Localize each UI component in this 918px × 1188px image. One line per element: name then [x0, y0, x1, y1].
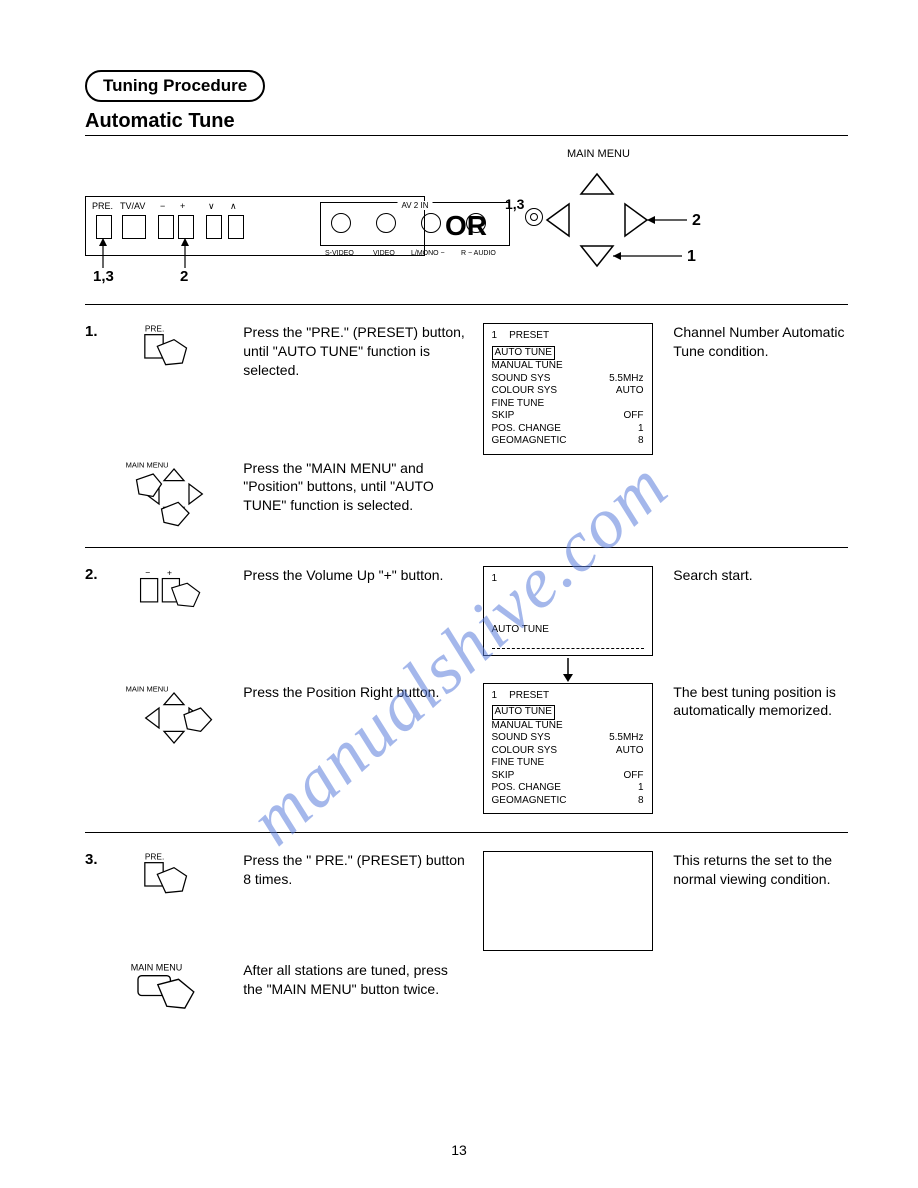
label-minus: −: [160, 201, 165, 211]
label-down: ∨: [208, 201, 215, 212]
press-volup-icon: − +: [139, 566, 209, 616]
svg-text:MAIN MENU: MAIN MENU: [131, 962, 183, 972]
rca-raudio: [466, 213, 486, 233]
callout-13: 1,3: [93, 268, 114, 285]
step-2-note-a: Search start.: [673, 566, 848, 585]
up-button: [228, 215, 244, 239]
step-2: 2. − + Press the Volume Up "+" button. 1…: [85, 566, 848, 691]
av-panel: AV 2 IN S-VIDEO VIDEO L/MONO − R − AUDIO: [320, 202, 510, 246]
step-1-note: Channel Number Automatic Tune condition.: [673, 323, 848, 361]
rca-lmono: [421, 213, 441, 233]
down-button: [206, 215, 222, 239]
av-sub-2: L/MONO −: [411, 250, 445, 257]
label-up: ∧: [230, 201, 237, 212]
av-sub-1: VIDEO: [373, 250, 395, 257]
cluster-callout-2: 2: [692, 212, 701, 230]
main-menu-label: MAIN MENU: [567, 148, 630, 160]
search-screen: 1 AUTO TUNE: [483, 566, 653, 656]
menu-cluster: MAIN MENU 1,3 2 1: [507, 166, 707, 286]
step-3-instr-a: Press the " PRE." (PRESET) button 8 time…: [243, 851, 466, 889]
top-diagram: PRE. TV/AV − + ∨ ∧ AV 2 IN S-VIDEO VIDEO…: [85, 166, 848, 286]
svg-text:MAIN MENU: MAIN MENU: [125, 684, 168, 693]
callout-2: 2: [180, 268, 188, 285]
cluster-icon: [507, 166, 707, 286]
label-tvav: TV/AV: [120, 201, 145, 211]
step-2-num: 2.: [85, 566, 104, 583]
press-pre-icon: PRE.: [139, 323, 209, 373]
step-3-instr-b: After all stations are tuned, press the …: [243, 961, 466, 999]
step-1-num: 1.: [85, 323, 104, 340]
svg-text:+: +: [167, 567, 172, 577]
step-1-instr-b: Press the "MAIN MENU" and "Position" but…: [243, 459, 466, 516]
rca-svideo: [331, 213, 351, 233]
press-pre-icon-2: PRE.: [139, 851, 209, 901]
step-2b: MAIN MENU Press the Position Right butto…: [85, 683, 848, 815]
step-3b: MAIN MENU After all stations are tuned, …: [85, 961, 848, 1021]
svg-text:MAIN MENU: MAIN MENU: [125, 460, 168, 469]
step-2-instr-b: Press the Position Right button.: [243, 683, 466, 702]
step-3-note: This returns the set to the normal viewi…: [673, 851, 848, 889]
blank-screen: [483, 851, 653, 951]
minus-button: [158, 215, 174, 239]
svg-text:−: −: [145, 567, 150, 577]
page-number: 13: [451, 1142, 467, 1158]
svg-text:PRE.: PRE.: [145, 851, 164, 861]
tvav-button: [122, 215, 146, 239]
step-2-instr-a: Press the Volume Up "+" button.: [243, 566, 466, 585]
title-bubble: Tuning Procedure: [85, 70, 265, 102]
step-3: 3. PRE. Press the " PRE." (PRESET) butto…: [85, 851, 848, 951]
step-1: 1. PRE. Press the "PRE." (PRESET) button…: [85, 323, 848, 455]
rca-video: [376, 213, 396, 233]
arrow-down-icon: [483, 656, 653, 686]
step-1b: MAIN MENU Press the "MAIN MENU" and "Pos…: [85, 459, 848, 529]
label-pre: PRE.: [92, 201, 113, 211]
preset-screen-1: 1PRESET AUTO TUNE MANUAL TUNE SOUND SYS5…: [483, 323, 653, 455]
av-sub-3: R − AUDIO: [461, 250, 496, 257]
preset-screen-2: 1PRESET AUTO TUNE MANUAL TUNE SOUND SYS5…: [483, 683, 653, 815]
press-cluster-icon: MAIN MENU: [124, 459, 224, 529]
av-label: AV 2 IN: [398, 201, 433, 210]
svg-text:PRE.: PRE.: [145, 323, 164, 333]
step-2-note-b: The best tuning position is automaticall…: [673, 683, 848, 721]
pre-button: [96, 215, 112, 239]
cluster-callout-1: 1: [687, 248, 696, 266]
step-3-num: 3.: [85, 851, 104, 868]
step-1-instr-a: Press the "PRE." (PRESET) button, until …: [243, 323, 466, 380]
plus-button: [178, 215, 194, 239]
press-right-icon: MAIN MENU: [124, 683, 224, 753]
press-main-menu-icon: MAIN MENU: [129, 961, 219, 1021]
cluster-callout-13: 1,3: [505, 196, 524, 212]
label-plus: +: [180, 201, 185, 211]
av-sub-0: S-VIDEO: [325, 250, 354, 257]
subtitle: Automatic Tune: [85, 110, 848, 136]
